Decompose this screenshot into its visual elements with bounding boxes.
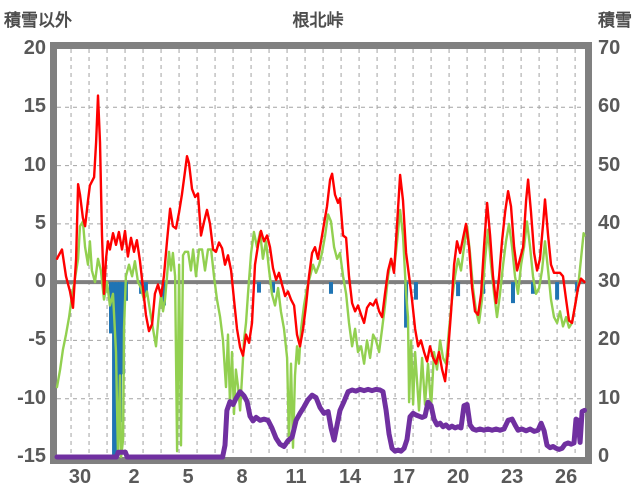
right-axis-tick: 30 xyxy=(598,270,621,293)
x-axis-tick: 5 xyxy=(182,466,194,488)
precip-bar xyxy=(143,282,148,294)
left-axis-tick: 20 xyxy=(23,37,46,59)
left-axis-tick: -5 xyxy=(28,328,46,351)
precip-bar xyxy=(530,282,535,294)
precip-bar xyxy=(271,282,276,293)
plot-area xyxy=(54,49,587,460)
left-axis-tick: -10 xyxy=(17,386,46,409)
precip-bar xyxy=(161,282,166,306)
right-axis-tick: 0 xyxy=(598,445,610,467)
precip-bar xyxy=(118,282,123,423)
plot-frame xyxy=(50,42,592,464)
x-axis-tick: 14 xyxy=(338,466,362,488)
precip-bar xyxy=(328,282,333,294)
right-axis-tick: 50 xyxy=(598,153,621,176)
right-axis-title: 積雪 xyxy=(598,11,632,30)
left-axis-tick: 5 xyxy=(34,211,46,234)
precip-bar xyxy=(456,282,461,297)
precip-bar xyxy=(109,282,114,334)
green-line xyxy=(55,208,586,459)
left-axis-tick: -15 xyxy=(17,445,46,467)
red-line xyxy=(55,94,586,383)
x-axis-tick: 17 xyxy=(392,466,416,488)
x-axis-tick: 2 xyxy=(128,466,140,488)
left-axis-tick: 0 xyxy=(34,270,46,293)
right-axis-tick: 70 xyxy=(598,37,621,59)
right-axis-tick: 60 xyxy=(598,95,621,118)
x-axis-tick: 26 xyxy=(554,466,578,488)
precip-bar xyxy=(555,282,560,300)
x-axis-tick: 23 xyxy=(500,466,524,488)
precip-bar xyxy=(510,282,515,304)
left-axis-tick: 10 xyxy=(23,153,46,176)
purple-line xyxy=(54,386,587,460)
chart-title: 根北峠 xyxy=(292,11,344,30)
left-axis-tick: 15 xyxy=(23,95,46,118)
x-axis-tick: 20 xyxy=(446,466,470,488)
x-axis-tick: 8 xyxy=(236,466,248,488)
x-axis-tick: 30 xyxy=(68,466,92,488)
right-axis-tick: 20 xyxy=(598,328,621,351)
precip-bar xyxy=(413,282,418,300)
precip-bar xyxy=(256,282,261,293)
right-axis-tick: 40 xyxy=(598,211,621,234)
x-axis-tick: 11 xyxy=(285,466,307,488)
precip-bar xyxy=(112,282,117,457)
right-axis-tick: 10 xyxy=(598,386,621,409)
left-axis-title: 積雪以外 xyxy=(4,11,72,30)
